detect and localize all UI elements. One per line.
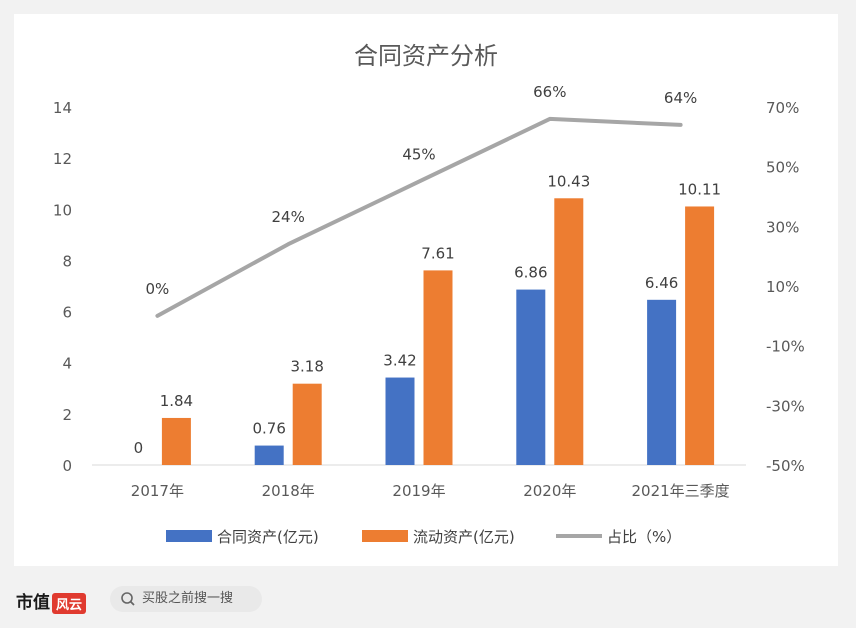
y-right-tick-label: 70% [766, 99, 799, 117]
x-tick-label: 2020年 [523, 482, 576, 500]
bar-current-assets [423, 270, 453, 465]
footer-bar: 市值 风云 买股之前搜一搜 [0, 570, 856, 628]
ratio-data-label: 0% [146, 280, 170, 298]
brand-logo-badge: 风云 [52, 593, 87, 614]
y-right-tick-label: -30% [766, 397, 805, 415]
y-left-tick-label: 8 [62, 252, 72, 270]
bar-current-assets [554, 198, 584, 466]
bar-data-label: 6.86 [514, 264, 547, 282]
ratio-data-label: 45% [402, 146, 435, 164]
ratio-data-label: 64% [664, 89, 697, 107]
bar-data-label: 10.11 [678, 180, 721, 198]
bar-current-assets [161, 417, 191, 465]
y-left-tick-label: 12 [53, 150, 72, 168]
y-right-tick-label: 30% [766, 218, 799, 236]
legend-label: 合同资产(亿元) [217, 528, 319, 546]
bar-data-label: 7.61 [421, 244, 454, 262]
y-left-tick-label: 6 [62, 304, 72, 322]
chart-title: 合同资产分析 [354, 42, 498, 70]
bar-contract-assets [516, 289, 546, 465]
legend-label: 占比（%） [607, 528, 681, 546]
bar-data-label: 0.76 [252, 420, 285, 438]
bar-data-label: 10.43 [547, 172, 590, 190]
y-right-tick-label: -10% [766, 338, 805, 356]
brand-logo: 市值 风云 [16, 588, 87, 614]
bar-data-label: 1.84 [160, 392, 193, 410]
x-tick-label: 2017年 [131, 482, 184, 500]
bar-data-label: 6.46 [645, 274, 678, 292]
y-right-tick-label: -50% [766, 457, 805, 475]
y-left-tick-label: 2 [62, 406, 72, 424]
x-tick-label: 2021年三季度 [632, 482, 730, 500]
x-tick-label: 2019年 [392, 482, 445, 500]
y-left-tick-label: 0 [62, 457, 72, 475]
bar-contract-assets [647, 299, 677, 465]
y-right-tick-label: 50% [766, 159, 799, 177]
search-box[interactable]: 买股之前搜一搜 [110, 586, 262, 612]
brand-text: 市值 [16, 593, 50, 613]
legend-swatch [166, 530, 212, 542]
y-left-tick-label: 4 [62, 355, 72, 373]
ratio-data-label: 24% [272, 208, 305, 226]
x-tick-label: 2018年 [262, 482, 315, 500]
y-left-tick-label: 10 [53, 201, 72, 219]
bar-data-label: 3.42 [383, 352, 416, 370]
chart-svg: 合同资产分析 0 2 4 6 8 10 12 14 -50% -30% -10% 10% 30% 50%… [53, 42, 805, 546]
ratio-data-label: 66% [533, 83, 566, 101]
bar-current-assets [685, 206, 715, 466]
bar-contract-assets [385, 377, 415, 465]
y-right-tick-label: 10% [766, 278, 799, 296]
legend-swatch [362, 530, 408, 542]
search-placeholder: 买股之前搜一搜 [142, 591, 234, 606]
y-left-tick-label: 14 [53, 99, 72, 117]
chart-card: 合同资产分析 0 2 4 6 8 10 12 14 -50% -30% -10% 10% 30% 50%… [14, 14, 838, 566]
bar-data-label: 0 [134, 439, 144, 457]
bar-contract-assets [254, 445, 284, 465]
legend-label: 流动资产(亿元) [413, 528, 515, 546]
bar-current-assets [292, 383, 322, 465]
bar-data-label: 3.18 [290, 358, 323, 376]
